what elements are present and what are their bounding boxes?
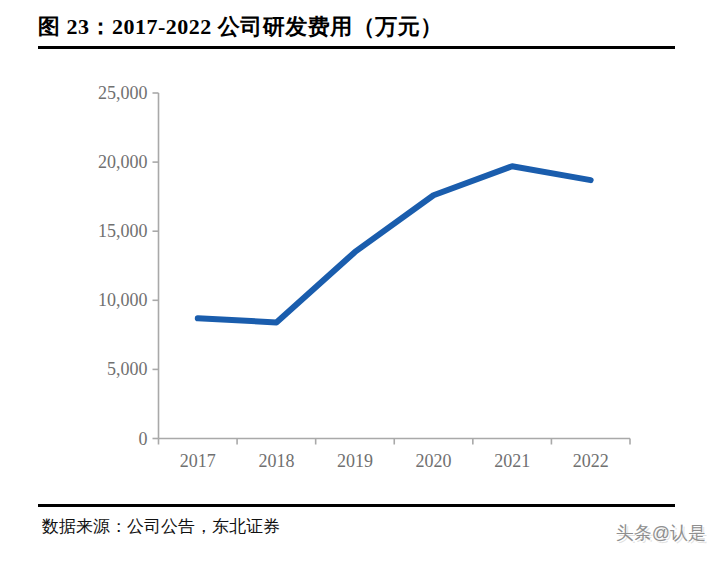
x-tick-label: 2022 (573, 451, 609, 471)
y-tick-label: 0 (139, 429, 148, 449)
x-tick-label: 2019 (337, 451, 373, 471)
rd-expense-line-series (198, 166, 591, 322)
y-tick-label: 5,000 (107, 359, 148, 379)
y-tick-label: 20,000 (98, 152, 148, 172)
data-source-text: 数据来源：公司公告，东北证券 (42, 515, 280, 538)
line-chart-canvas: 0 5,000 10,000 15,000 20,000 25,000 2017 2018 20… (0, 0, 712, 561)
report-figure-page: 图 23：2017-2022 公司研发费用（万元） 05,00010,00015… (0, 0, 712, 561)
y-tick-label: 10,000 (98, 290, 148, 310)
x-tick-label: 2017 (180, 451, 216, 471)
watermark-text: 头条@认是 (616, 521, 706, 545)
x-tick-label: 2021 (494, 451, 530, 471)
x-tick-label: 2018 (258, 451, 294, 471)
y-tick-label: 15,000 (98, 221, 148, 241)
footer-divider-rule (38, 504, 675, 507)
y-tick-label: 25,000 (98, 83, 148, 103)
x-tick-label: 2020 (416, 451, 452, 471)
